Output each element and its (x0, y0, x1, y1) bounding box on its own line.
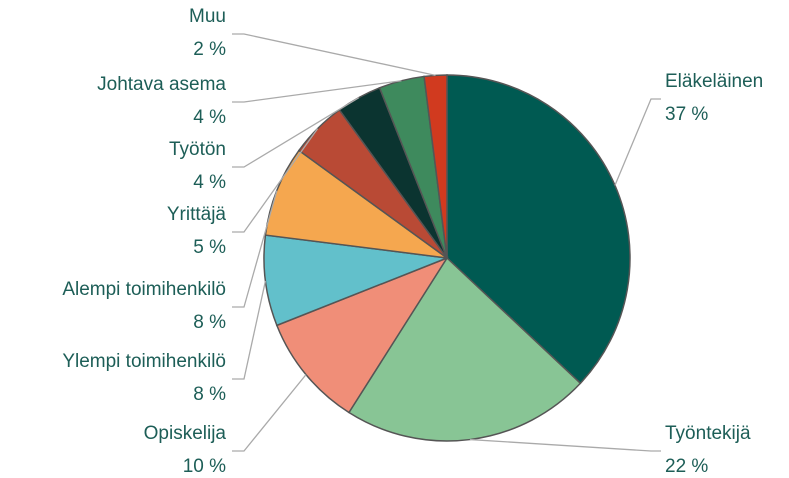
pie-slice (446, 74, 631, 385)
slice-value: 10 % (183, 456, 226, 477)
pie-slice (263, 234, 448, 327)
slice-value: 22 % (665, 456, 708, 477)
leader-line (232, 80, 402, 103)
pie-slice (275, 256, 449, 414)
slice-value: 37 % (665, 104, 708, 125)
slice-label: Muu (189, 6, 226, 27)
leader-line (232, 280, 267, 380)
slice-value: 2 % (193, 39, 226, 60)
leader-line (614, 98, 661, 186)
slice-value: 5 % (193, 237, 226, 258)
slice-label: Alempi toimihenkilö (62, 279, 226, 300)
slice-label: Ylempi toimihenkilö (62, 351, 226, 372)
slice-value: 4 % (193, 172, 226, 193)
slice-label: Opiskelija (144, 423, 227, 444)
leader-line (232, 190, 278, 308)
pie-slice (347, 256, 582, 442)
leader-line (232, 374, 307, 452)
slice-value: 4 % (193, 107, 226, 128)
slice-value: 8 % (193, 312, 226, 333)
slice-label: Työntekijä (665, 423, 751, 444)
leader-line (469, 438, 661, 452)
slice-label: Yrittäjä (167, 204, 227, 225)
slice-label: Työtön (169, 139, 226, 160)
leader-line (232, 97, 360, 168)
leader-line (232, 128, 319, 233)
slice-value: 8 % (193, 384, 226, 405)
slice-label: Johtava asema (97, 74, 226, 95)
slice-label: Eläkeläinen (665, 71, 763, 92)
leader-line (232, 33, 436, 76)
